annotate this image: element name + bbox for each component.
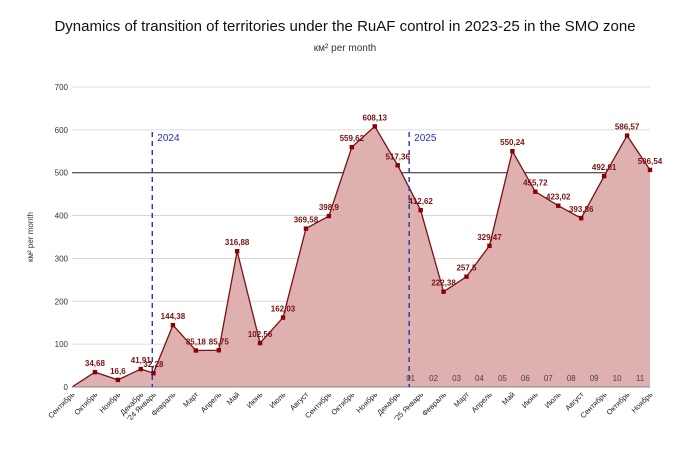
data-point — [578, 216, 584, 221]
data-point — [464, 274, 469, 279]
data-point — [647, 167, 653, 173]
month-number-label: 06 — [521, 374, 530, 383]
data-point — [257, 340, 263, 346]
x-tick-label: Февраль — [420, 390, 448, 418]
data-point — [487, 243, 492, 248]
data-point — [151, 370, 156, 376]
month-number-label: 10 — [613, 374, 622, 383]
data-point — [395, 163, 400, 168]
x-tick-label: Март — [452, 390, 471, 409]
x-tick-label: Апрель — [469, 390, 493, 414]
x-tick-label: Апрель — [199, 390, 223, 414]
y-tick-label: 600 — [55, 126, 69, 135]
data-point — [556, 203, 561, 208]
data-label: 85,18 — [186, 337, 207, 346]
data-label: 423,02 — [546, 193, 571, 202]
y-tick-label: 100 — [55, 340, 69, 349]
month-number-label: 09 — [590, 374, 599, 383]
month-number-label: 07 — [544, 374, 553, 383]
data-point — [601, 173, 607, 179]
data-point — [280, 315, 286, 320]
y-tick-label: 400 — [55, 212, 69, 221]
data-point — [326, 213, 332, 219]
data-label: 586,57 — [615, 123, 640, 132]
area-fill — [72, 126, 650, 387]
data-label: 550,24 — [500, 138, 525, 147]
month-number-label: 11 — [636, 374, 645, 383]
x-tick-label: Июль — [543, 390, 563, 410]
data-point — [170, 322, 176, 328]
data-label: 316,88 — [225, 238, 250, 247]
data-label: 41,91 — [131, 356, 152, 365]
x-tick-label: Сентябрь — [46, 390, 76, 420]
y-tick-label: 500 — [55, 169, 69, 178]
data-label: 517,36 — [385, 152, 410, 161]
month-number-label: 01 — [406, 374, 415, 383]
data-label: 34,68 — [85, 359, 106, 368]
x-tick-label: Октябрь — [329, 390, 356, 417]
data-point — [372, 124, 377, 129]
y-tick-label: 200 — [55, 297, 69, 306]
x-tick-label: Май — [500, 390, 517, 407]
data-point — [441, 289, 446, 294]
data-label: 393,86 — [569, 205, 594, 214]
year-label: 2025 — [414, 133, 437, 144]
x-tick-label: Ноябрь — [630, 390, 655, 415]
data-point — [510, 148, 515, 154]
data-point — [216, 348, 221, 353]
x-tick-label: Май — [225, 390, 242, 407]
x-tick-label: Март — [181, 390, 200, 409]
y-tick-label: 0 — [64, 383, 69, 392]
data-label: 398,9 — [319, 203, 340, 212]
data-label: 455,72 — [523, 179, 548, 188]
data-label: 506,54 — [638, 157, 663, 166]
y-tick-label: 300 — [55, 254, 69, 263]
data-point — [138, 366, 144, 372]
data-point — [234, 248, 240, 254]
data-label: 102,56 — [248, 330, 273, 339]
data-point — [349, 144, 355, 150]
data-label: 329,47 — [477, 233, 502, 242]
data-label: 257,5 — [456, 264, 477, 273]
data-label: 222,38 — [431, 279, 456, 288]
data-point — [418, 207, 423, 213]
chart-subtitle: км² per month — [313, 43, 377, 54]
month-number-label: 05 — [498, 374, 507, 383]
x-tick-label: Октябрь — [72, 390, 99, 417]
x-tick-label: Июнь — [520, 390, 540, 410]
data-label: 32,28 — [143, 360, 164, 369]
data-label: 559,62 — [340, 134, 365, 143]
x-tick-label: Октябрь — [605, 390, 632, 417]
month-number-label: 03 — [452, 374, 461, 383]
x-tick-label: Июнь — [245, 390, 265, 410]
month-number-label: 04 — [475, 374, 484, 383]
month-number-label: 08 — [567, 374, 576, 383]
data-label: 369,58 — [294, 216, 319, 225]
data-point — [115, 377, 121, 383]
data-point — [533, 189, 538, 194]
y-axis-label: км² per month — [26, 212, 35, 262]
data-point — [303, 226, 309, 231]
data-label: 608,13 — [363, 113, 388, 122]
data-point — [193, 348, 199, 353]
month-number-label: 02 — [429, 374, 438, 383]
chart-title: Dynamics of transition of territories un… — [54, 18, 636, 35]
data-label: 85,75 — [209, 337, 230, 346]
data-label: 16,6 — [110, 367, 126, 376]
x-tick-label: Июль — [268, 390, 288, 410]
data-label: 162,03 — [271, 305, 296, 314]
data-point — [624, 133, 630, 138]
data-label: 144,38 — [161, 312, 186, 321]
data-point — [92, 369, 98, 375]
y-tick-label: 700 — [55, 83, 69, 92]
year-label: 2024 — [157, 133, 180, 144]
data-label: 412,62 — [408, 197, 433, 206]
data-label: 492,01 — [592, 163, 617, 172]
